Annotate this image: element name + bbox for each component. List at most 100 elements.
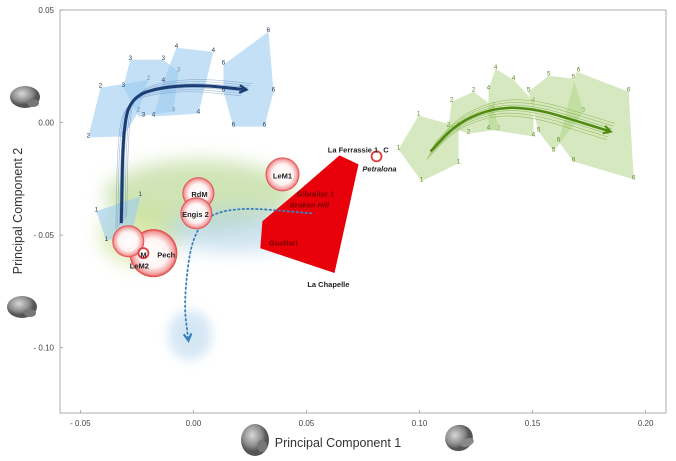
- stage-label: 6: [267, 27, 271, 34]
- y-axis-label: Principal Component 2: [11, 148, 25, 275]
- specimen-label: Petralona: [362, 165, 396, 174]
- x-tick-label: - 0.05: [70, 419, 91, 428]
- trajectories: [115, 79, 615, 344]
- stage-label: 3: [142, 111, 146, 118]
- brain-icon: [445, 424, 474, 452]
- stage-label: 3: [122, 82, 126, 89]
- stage-label: 4: [487, 125, 491, 132]
- stage-label: 5: [547, 71, 551, 78]
- specimen-circle: [265, 157, 300, 192]
- stage-label: 1: [105, 236, 109, 243]
- stage-label: 6: [222, 60, 226, 67]
- green-trajectory-sample: [429, 110, 610, 155]
- specimen-circle: [137, 247, 150, 260]
- stage-label: 1: [95, 206, 99, 213]
- green-stage-polygon: [398, 115, 459, 182]
- dotted-path: [184, 208, 313, 342]
- blue-trajectory-sample: [115, 91, 242, 230]
- stage-label: 6: [632, 174, 636, 181]
- stage-label: 6: [272, 87, 276, 94]
- blue-trajectory-sample: [117, 89, 243, 228]
- stage-label: 2: [99, 83, 103, 90]
- stage-label: 2: [472, 87, 476, 94]
- stage-label: 4: [494, 64, 498, 71]
- specimen-label: La Chapelle: [307, 280, 349, 289]
- x-tick-label: 0.00: [186, 419, 202, 428]
- specimen-circles: [112, 150, 383, 278]
- stage-label: 2: [467, 129, 471, 136]
- stage-label: 2: [450, 97, 454, 104]
- stage-label: 6: [577, 67, 581, 74]
- specimen-label: La Ferrassie 1: [328, 146, 378, 155]
- stage-label: 3: [129, 55, 133, 62]
- stage-label: 4: [211, 47, 215, 54]
- stage-label: 1: [138, 191, 142, 198]
- x-tick-label: 0.15: [525, 419, 541, 428]
- specimen-label: Engis 2: [182, 210, 209, 219]
- stage-label: 1: [417, 111, 421, 118]
- stage-label: 3: [162, 55, 166, 62]
- blue-arrowhead: [238, 84, 249, 94]
- stage-label: 1: [457, 158, 461, 165]
- stage-label: 5: [552, 146, 556, 153]
- stage-label: 4: [512, 75, 516, 82]
- specimen-label: LeM1: [273, 171, 292, 180]
- stage-label: 6: [232, 122, 236, 129]
- specimen-label: M: [140, 251, 146, 260]
- plot-frame: [59, 9, 667, 414]
- stage-label: 4: [152, 111, 156, 118]
- stage-label: 2: [447, 122, 451, 129]
- stage-label: 4: [487, 85, 491, 92]
- brain-icon: [10, 86, 40, 108]
- stage-label: 1: [397, 144, 401, 151]
- y-tick-label: - 0.05: [34, 231, 55, 240]
- blue-trajectory-sample: [124, 81, 251, 220]
- x-tick-label: 0.20: [638, 419, 654, 428]
- stage-label: 2: [86, 132, 90, 139]
- brain-icon: [7, 296, 37, 318]
- green-trajectory-sample: [433, 102, 614, 147]
- x-axis-label: Principal Component 1: [275, 436, 402, 450]
- stage-label: 5: [572, 74, 576, 81]
- stage-label: 6: [572, 157, 576, 164]
- green-trajectory-sample: [431, 104, 613, 149]
- stage-label: 5: [537, 127, 541, 134]
- specimen-label: C: [383, 146, 389, 155]
- specimen-labels: LeM1 RdM Engis 2 Pech M LeM2 La Ferrassie 1 C Pe…: [130, 146, 397, 290]
- green-arrowhead: [602, 125, 613, 135]
- specimen-circle: [370, 150, 383, 163]
- blue-stage-polygon: [223, 31, 274, 127]
- specimen-label: Broken Hill: [290, 200, 331, 209]
- green-trajectory-sample: [427, 112, 608, 157]
- y-tick-label: - 0.10: [34, 344, 55, 353]
- brain-icon: [241, 424, 269, 456]
- stage-label: 5: [527, 87, 531, 94]
- x-tick-label: 0.05: [299, 419, 315, 428]
- neanderthal-area: [260, 155, 359, 273]
- dotted-arrowhead: [182, 332, 193, 344]
- green-trajectory-sample: [426, 115, 607, 160]
- green-stage-polygon: [558, 71, 634, 180]
- specimen-label: LeM2: [130, 262, 149, 271]
- y-tick-label: 0.00: [38, 119, 54, 128]
- green-trajectory-sample: [434, 99, 615, 144]
- stage-label: 4: [532, 132, 536, 139]
- blue-mean-trajectory: [119, 84, 247, 224]
- stage-label: 6: [627, 87, 631, 94]
- specimen-label: Guattari: [269, 238, 298, 247]
- y-axis-ticks: 0.05 0.00 - 0.05 - 0.10: [34, 6, 63, 353]
- stage-label: 6: [263, 122, 267, 129]
- stage-label: 4: [162, 77, 166, 84]
- stage-label: 1: [420, 176, 424, 183]
- y-tick-label: 0.05: [38, 6, 54, 15]
- blue-trajectory-sample: [126, 79, 253, 218]
- x-tick-label: 0.10: [412, 419, 428, 428]
- specimen-label: RdM: [191, 190, 207, 199]
- specimen-circle: [112, 225, 145, 258]
- stage-label: 4: [175, 43, 179, 50]
- x-axis-ticks: - 0.05 0.00 0.05 0.10 0.15 0.20: [70, 410, 654, 428]
- stage-label: 4: [197, 109, 201, 116]
- stage-label: 6: [557, 136, 561, 143]
- stage-label: 6: [222, 87, 226, 94]
- green-mean-trajectory: [429, 106, 611, 153]
